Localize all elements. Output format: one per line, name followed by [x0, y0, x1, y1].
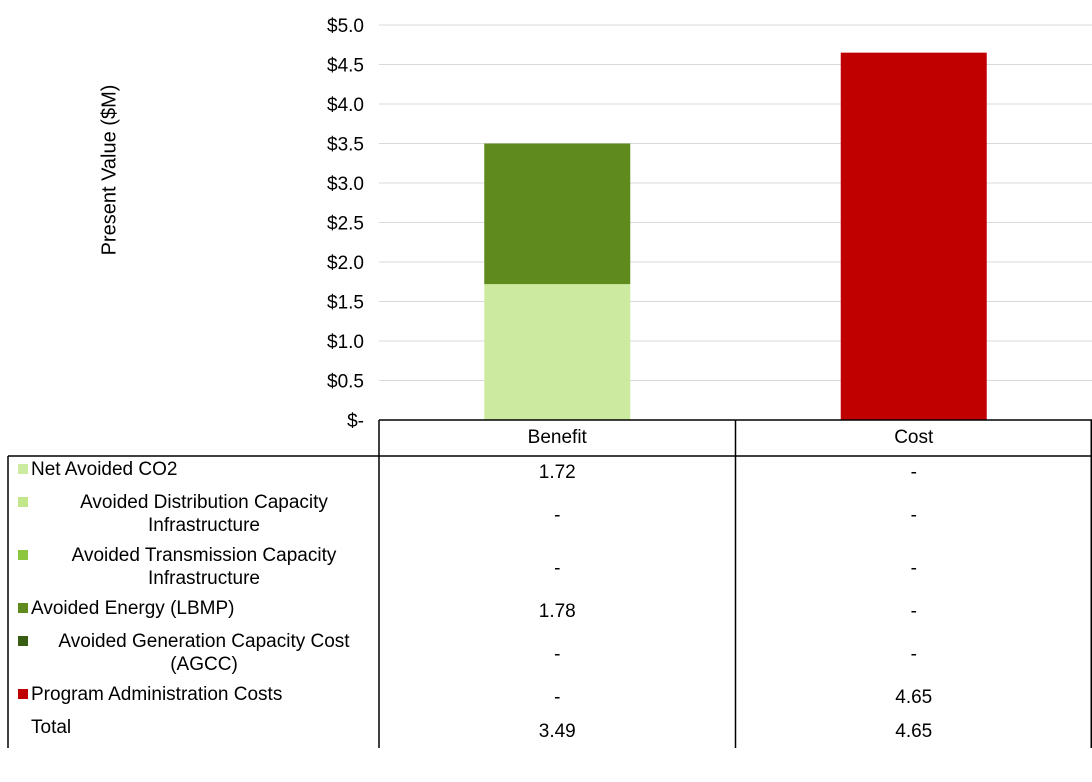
legend-label: Avoided Transmission Capacity Infrastruc…	[71, 545, 337, 589]
table-value: -	[910, 644, 917, 665]
y-tick-label: $5.0	[327, 16, 364, 37]
y-tick-label: $2.0	[327, 253, 364, 274]
table-value: -	[910, 462, 917, 483]
table-value: -	[554, 687, 561, 708]
table-value: 4.65	[895, 687, 933, 708]
legend-swatch	[18, 689, 28, 699]
table-value: 1.78	[538, 601, 576, 622]
y-tick-label: $3.5	[327, 135, 364, 156]
table-value: -	[554, 644, 561, 665]
bar-benefit-series-0	[484, 284, 631, 420]
table-value: -	[910, 505, 917, 526]
legend-item: Avoided Transmission Capacity Infrastruc…	[18, 544, 377, 590]
legend-swatch	[18, 550, 28, 560]
y-tick-label: $2.5	[327, 214, 364, 235]
legend-item: Avoided Generation Capacity Cost (AGCC)	[18, 630, 377, 676]
legend-item: Avoided Distribution Capacity Infrastruc…	[18, 491, 377, 537]
legend-label: Avoided Generation Capacity Cost (AGCC)	[58, 631, 350, 675]
y-tick-label: $4.0	[327, 95, 364, 116]
category-label: Benefit	[527, 427, 587, 448]
legend-label: Avoided Energy (LBMP)	[31, 598, 235, 619]
legend-label: Program Administration Costs	[31, 684, 283, 705]
legend-item: Program Administration Costs	[18, 683, 377, 706]
table-value: 1.72	[538, 462, 576, 483]
legend-swatch	[18, 497, 28, 507]
legend-swatch	[18, 464, 28, 474]
y-tick-label: $1.0	[327, 332, 364, 353]
y-tick-label: $0.5	[327, 372, 364, 393]
legend-swatch	[18, 636, 28, 646]
legend-item: Total	[18, 716, 377, 739]
legend-label: Net Avoided CO2	[31, 459, 178, 480]
table-value: 4.65	[895, 720, 933, 742]
legend-swatch	[18, 722, 28, 732]
table-value: -	[554, 558, 561, 579]
y-tick-label: $4.5	[327, 56, 364, 77]
legend-label: Avoided Distribution Capacity Infrastruc…	[80, 492, 328, 536]
bar-cost-series-5	[840, 52, 987, 421]
legend-label: Total	[31, 717, 72, 738]
y-tick-label: $-	[347, 411, 364, 432]
y-tick-label: $3.0	[327, 174, 364, 195]
table-value: 3.49	[538, 720, 576, 742]
table-value: -	[910, 601, 917, 622]
legend-swatch	[18, 603, 28, 613]
table-value: -	[554, 505, 561, 526]
y-axis-label: Present Value ($M)	[98, 84, 121, 256]
bar-benefit-series-3	[484, 143, 631, 285]
table-value: -	[910, 558, 917, 579]
legend-item: Avoided Energy (LBMP)	[18, 597, 377, 620]
y-tick-label: $1.5	[327, 293, 364, 314]
category-label: Cost	[894, 427, 934, 448]
legend-item: Net Avoided CO2	[18, 458, 377, 481]
